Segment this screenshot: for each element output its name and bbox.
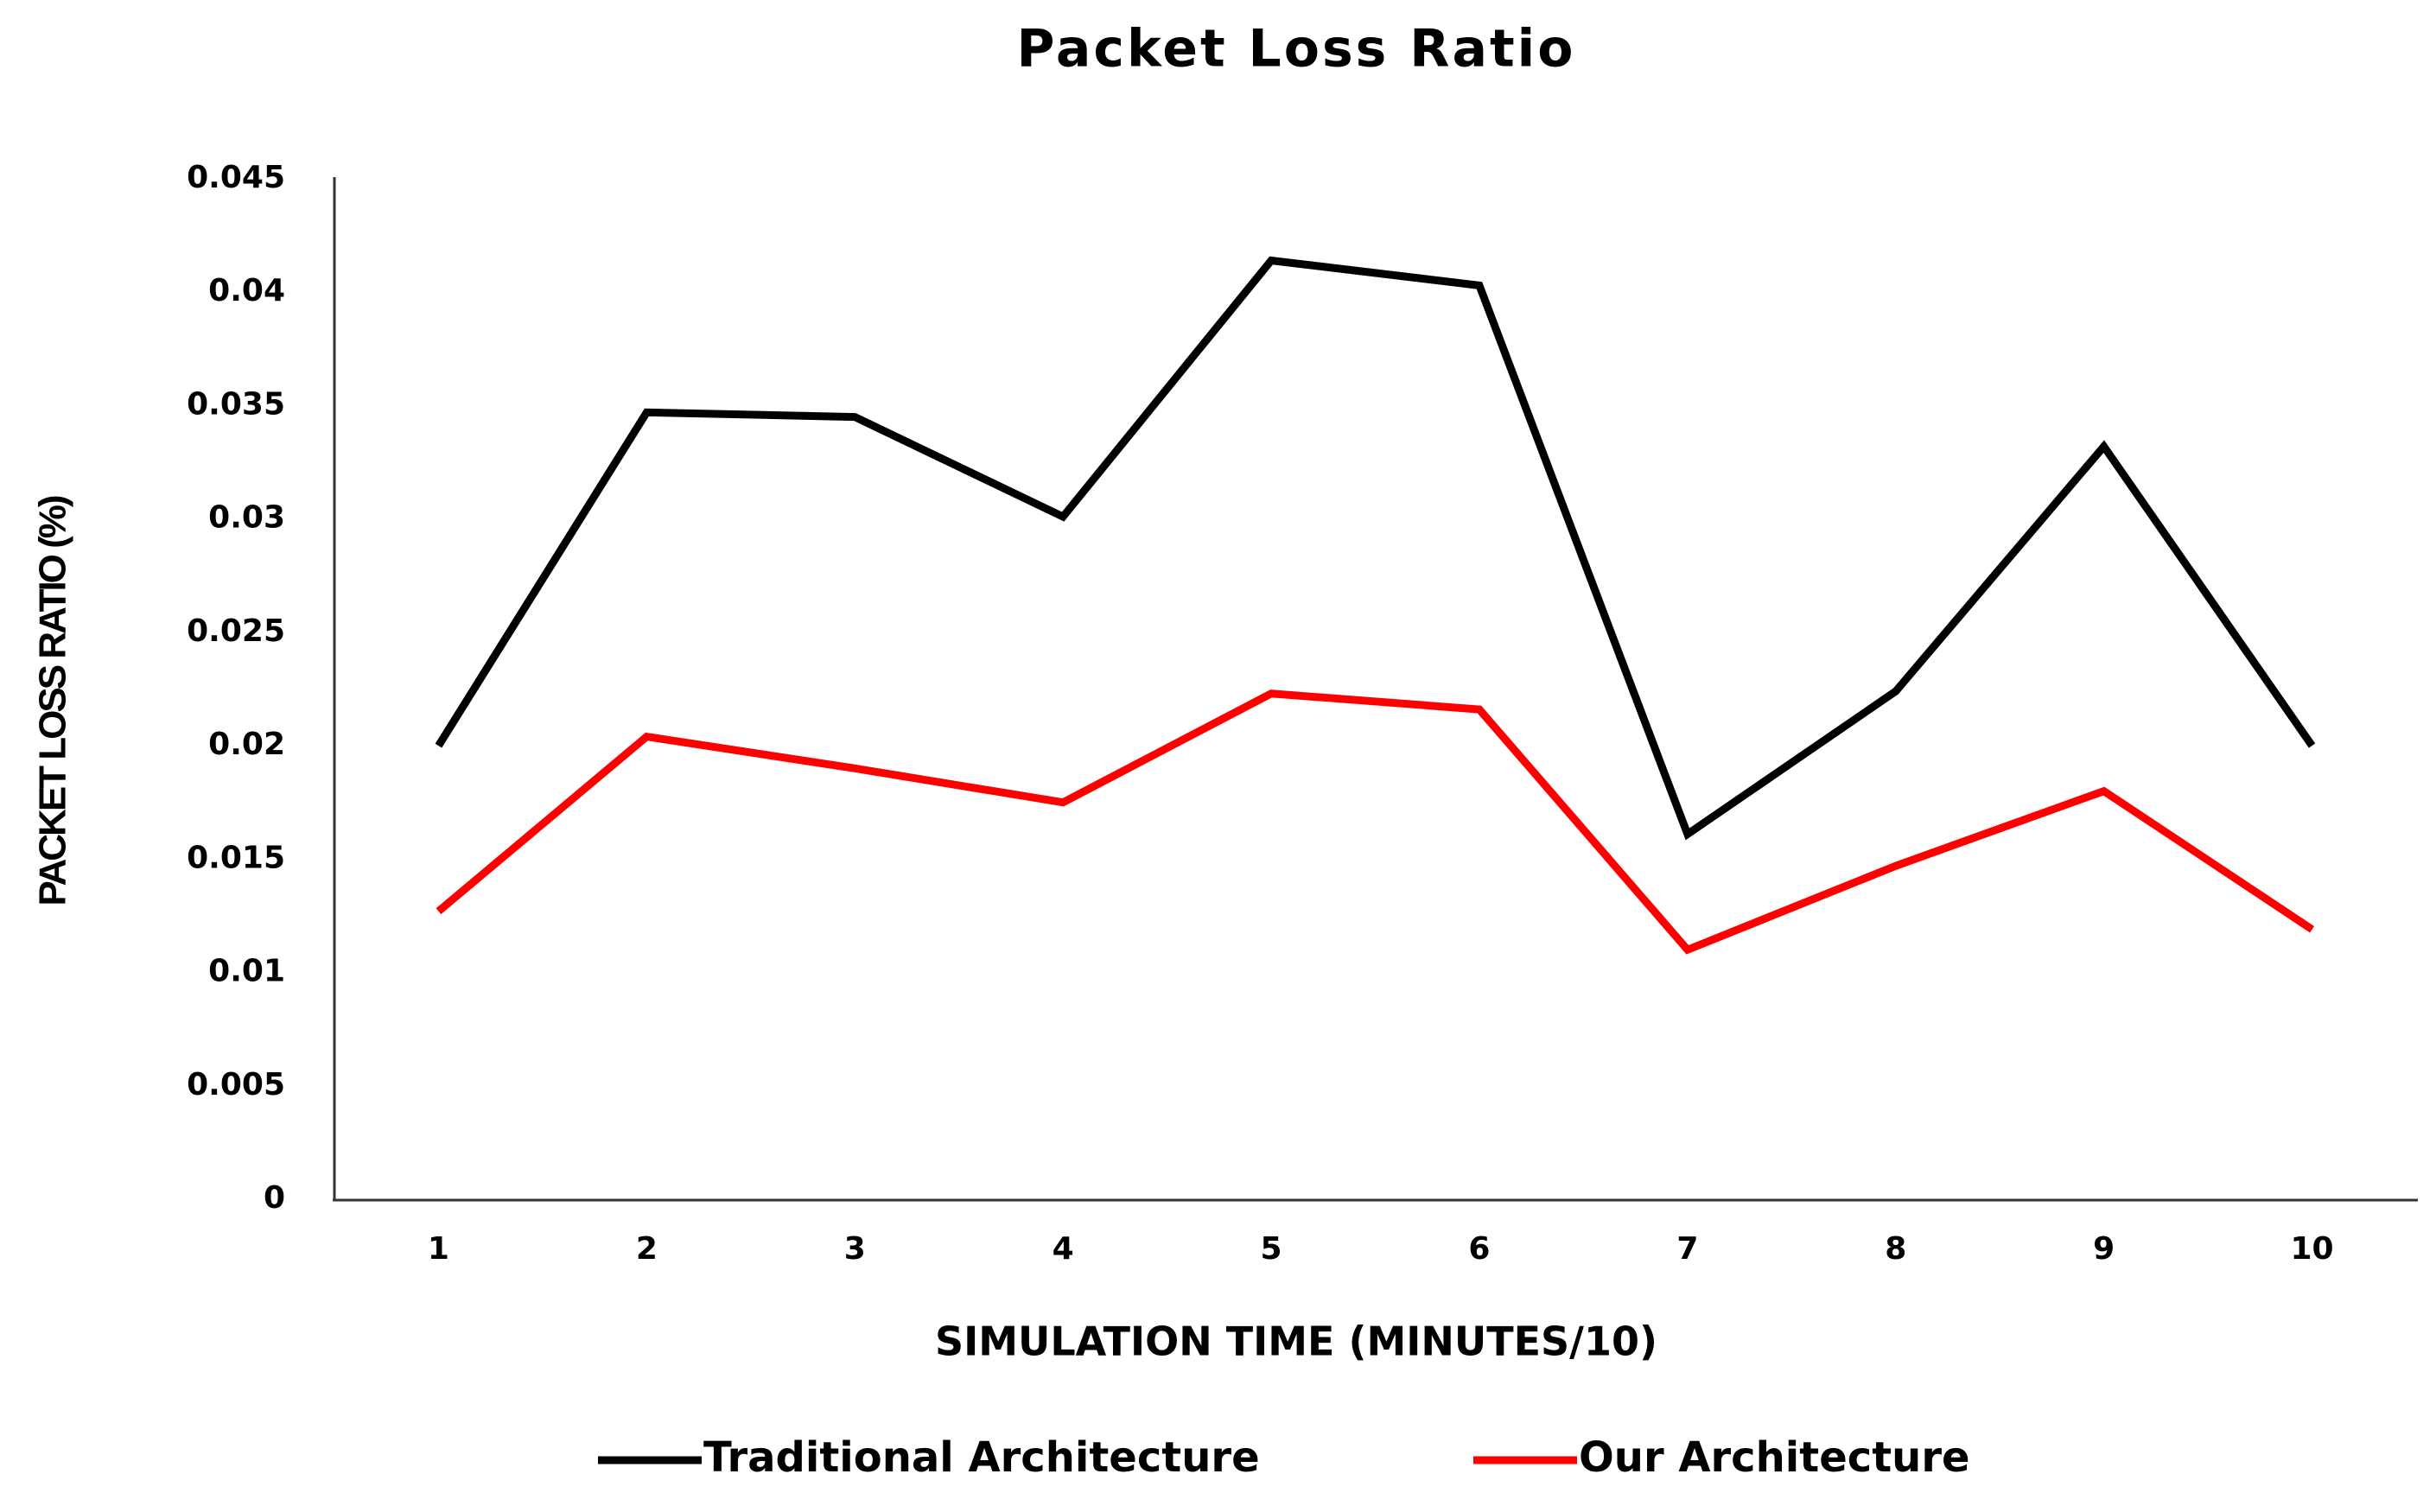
y-tick-label: 0.03 [208, 500, 285, 536]
x-tick-label: 6 [1468, 1231, 1490, 1267]
y-tick-label: 0.02 [208, 727, 285, 762]
x-tick-label: 10 [2290, 1231, 2333, 1267]
y-tick-label: 0.01 [208, 954, 285, 989]
x-tick-label: 3 [844, 1231, 866, 1267]
x-tick-label: 5 [1261, 1231, 1282, 1267]
chart-title: Packet Loss Ratio [1017, 19, 1576, 79]
y-tick-label: 0.005 [187, 1067, 285, 1102]
x-tick-label: 4 [1053, 1231, 1074, 1267]
y-tick-label: 0 [264, 1180, 285, 1216]
y-tick-label: 0.035 [187, 386, 285, 422]
x-tick-label: 8 [1885, 1231, 1906, 1267]
x-axis-title: SIMULATION TIME (MINUTES/10) [935, 1318, 1657, 1365]
series-line [436, 689, 2315, 955]
series-line [435, 256, 2316, 841]
x-tick-label: 1 [428, 1231, 449, 1267]
legend-label: Traditional Architecture [703, 1433, 1260, 1482]
x-tick-label: 7 [1676, 1231, 1698, 1267]
y-tick-label: 0.015 [187, 840, 285, 875]
y-tick-label: 0.025 [187, 613, 285, 649]
y-axis-title: PACKET LOSS RATIO (%) [32, 496, 74, 905]
y-tick-label: 0.04 [208, 273, 285, 308]
x-tick-label: 9 [2093, 1231, 2115, 1267]
legend-label: Our Architecture [1579, 1433, 1970, 1482]
y-tick-label: 0.045 [187, 160, 285, 195]
x-tick-label: 2 [636, 1231, 658, 1267]
